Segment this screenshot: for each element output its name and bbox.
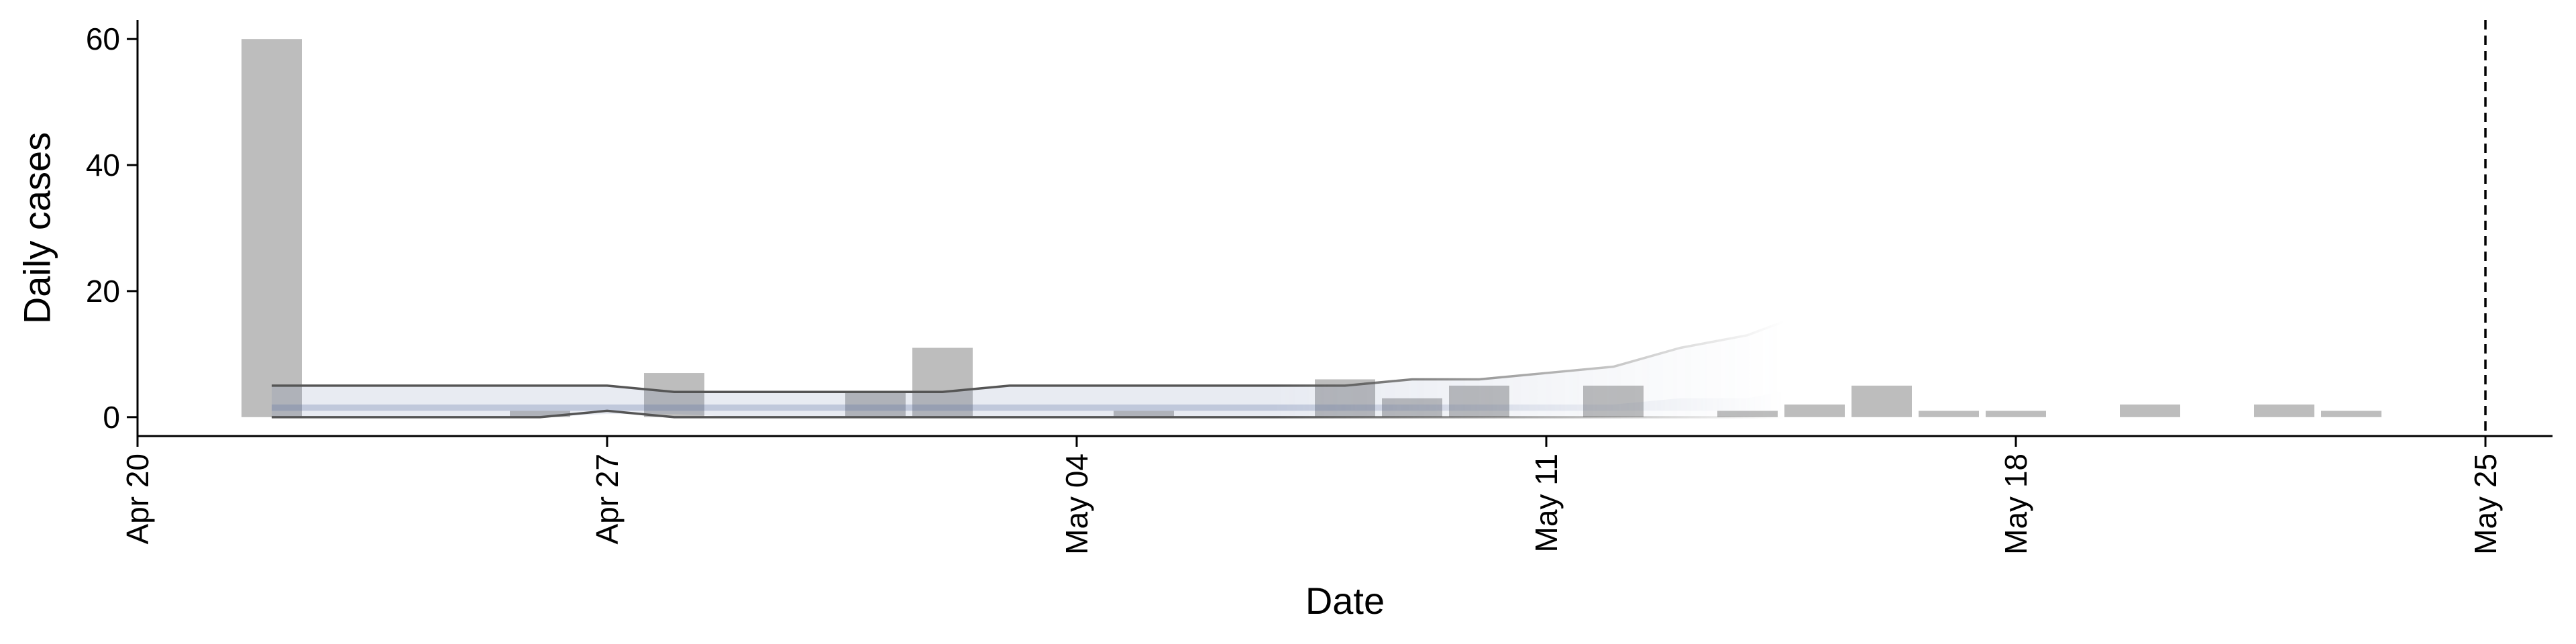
lower-bound-line <box>272 409 1815 419</box>
bar-2020-05-05 <box>1114 411 1174 417</box>
upper-bound-line <box>272 309 1815 393</box>
y-ticks-layer: 0 20 40 60 <box>86 21 138 435</box>
x-tick-label: May 11 <box>1529 453 1564 552</box>
x-tick-label: May 18 <box>1998 453 2033 555</box>
bar-2020-05-01 <box>845 392 906 417</box>
bar-2020-04-28 <box>644 373 704 417</box>
bar-2020-05-18 <box>1986 411 2046 417</box>
bar-2020-04-22 <box>241 39 302 417</box>
x-axis-title: Date <box>1305 580 1385 622</box>
bar-2020-05-16 <box>1851 385 1912 417</box>
bar-2020-05-12 <box>1583 385 1644 417</box>
bar-2020-04-26 <box>510 411 570 417</box>
bar-2020-05-20 <box>2120 405 2180 417</box>
bar-2020-05-09 <box>1382 398 1442 417</box>
y-tick-label: 40 <box>86 148 120 182</box>
inner-uncertainty-band <box>272 385 1815 411</box>
bar-2020-05-17 <box>1919 411 1979 417</box>
y-axis-title: Daily cases <box>16 132 58 324</box>
x-tick-label: Apr 27 <box>590 453 625 545</box>
bar-2020-05-22 <box>2254 405 2314 417</box>
bar-2020-05-23 <box>2321 411 2381 417</box>
bar-2020-05-10 <box>1449 385 1509 417</box>
x-tick-label: May 25 <box>2468 453 2503 555</box>
x-tick-label: Apr 20 <box>120 453 155 545</box>
y-tick-label: 60 <box>86 21 120 56</box>
bands-layer <box>272 309 1815 419</box>
bars-layer <box>241 39 2381 417</box>
y-tick-label: 20 <box>86 274 120 309</box>
bar-2020-05-15 <box>1784 405 1845 417</box>
x-tick-label: May 04 <box>1059 453 1094 555</box>
y-tick-label: 0 <box>103 400 120 435</box>
bar-2020-05-14 <box>1717 411 1778 417</box>
x-ticks-layer: Apr 20 Apr 27 May 04 May 11 May 18 May 25 <box>120 436 2503 555</box>
outer-uncertainty-band <box>272 310 1815 417</box>
bar-2020-05-02 <box>912 347 973 417</box>
